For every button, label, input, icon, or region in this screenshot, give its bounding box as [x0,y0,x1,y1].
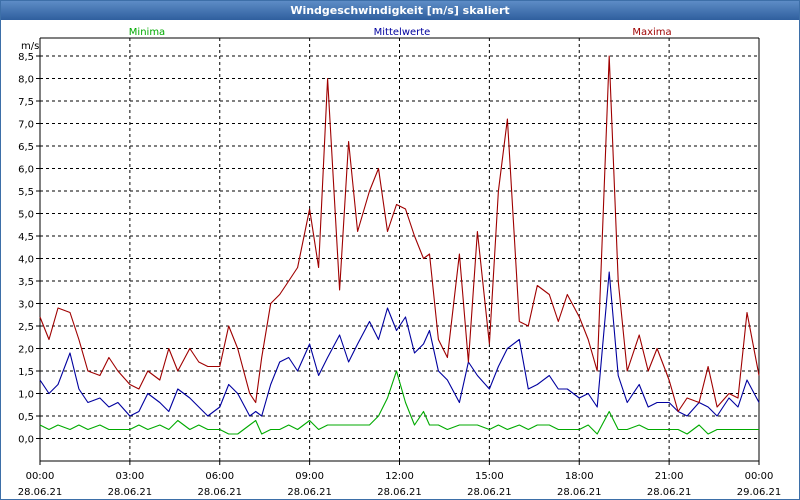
y-tick-label: 7,5 [18,97,34,108]
x-tick-date-label: 28.06.21 [647,487,692,498]
legend-mittelwerte: Mittelwerte [374,27,431,38]
data-series [39,55,760,435]
x-tick-time-label: 15:00 [475,471,504,482]
x-tick-date-label: 28.06.21 [467,487,512,498]
series-maxima-line [39,55,760,413]
series-minima-line [39,370,759,435]
x-tick-time-label: 21:00 [655,471,684,482]
legend-minima: Minima [129,27,165,38]
x-tick-time-label: 00:00 [26,471,55,482]
y-tick-label: 0,5 [18,412,34,423]
y-tick-label: 6,5 [18,142,34,153]
x-tick-date-label: 28.06.21 [557,487,602,498]
y-tick-labels: 0,0 0,5 1,0 1,5 2,0 2,5 3,0 3,5 4,0 4,5 5,0 5,5 6,0 6… [18,52,40,446]
y-tick-label: 8,0 [18,75,34,86]
x-tick-time-label: 06:00 [205,471,234,482]
legend-maxima: Maxima [632,27,671,38]
x-tick-time-label: 00:00 [745,471,774,482]
y-tick-label: 5,5 [18,187,34,198]
x-tick-time-label: 18:00 [565,471,594,482]
y-tick-label: 4,5 [18,232,34,243]
x-tick-time-label: 03:00 [115,471,144,482]
x-tick-labels: 00:00 28.06.21 03:00 28.06.21 06:00 28.06.21 0… [18,461,782,498]
x-tick-date-label: 28.06.21 [287,487,332,498]
y-axis-unit-label: m/s [21,41,39,52]
y-tick-label: 8,5 [18,52,34,63]
x-tick-date-label: 28.06.21 [18,487,63,498]
window-title: Windgeschwindigkeit [m/s] skaliert [1,1,799,20]
y-tick-label: 2,0 [18,345,34,356]
series-mittelwerte-line [39,271,760,417]
grid-lines [40,38,759,461]
x-tick-time-label: 09:00 [295,471,324,482]
axes [39,37,760,462]
y-tick-label: 2,5 [18,322,34,333]
y-tick-label: 4,0 [18,255,34,266]
x-tick-time-label: 12:00 [385,471,414,482]
x-tick-date-label: 28.06.21 [108,487,153,498]
y-tick-label: 5,0 [18,210,34,221]
y-tick-label: 6,0 [18,165,34,176]
y-tick-label: 7,0 [18,120,34,131]
y-tick-label: 0,0 [18,435,34,446]
y-tick-label: 1,0 [18,390,34,401]
x-tick-date-label: 29.06.21 [737,487,782,498]
y-tick-label: 3,0 [18,300,34,311]
legend: Minima Mittelwerte Maxima [129,27,672,38]
y-tick-label: 1,5 [18,367,34,378]
x-tick-date-label: 28.06.21 [197,487,242,498]
x-tick-date-label: 28.06.21 [377,487,422,498]
y-tick-label: 3,5 [18,277,34,288]
